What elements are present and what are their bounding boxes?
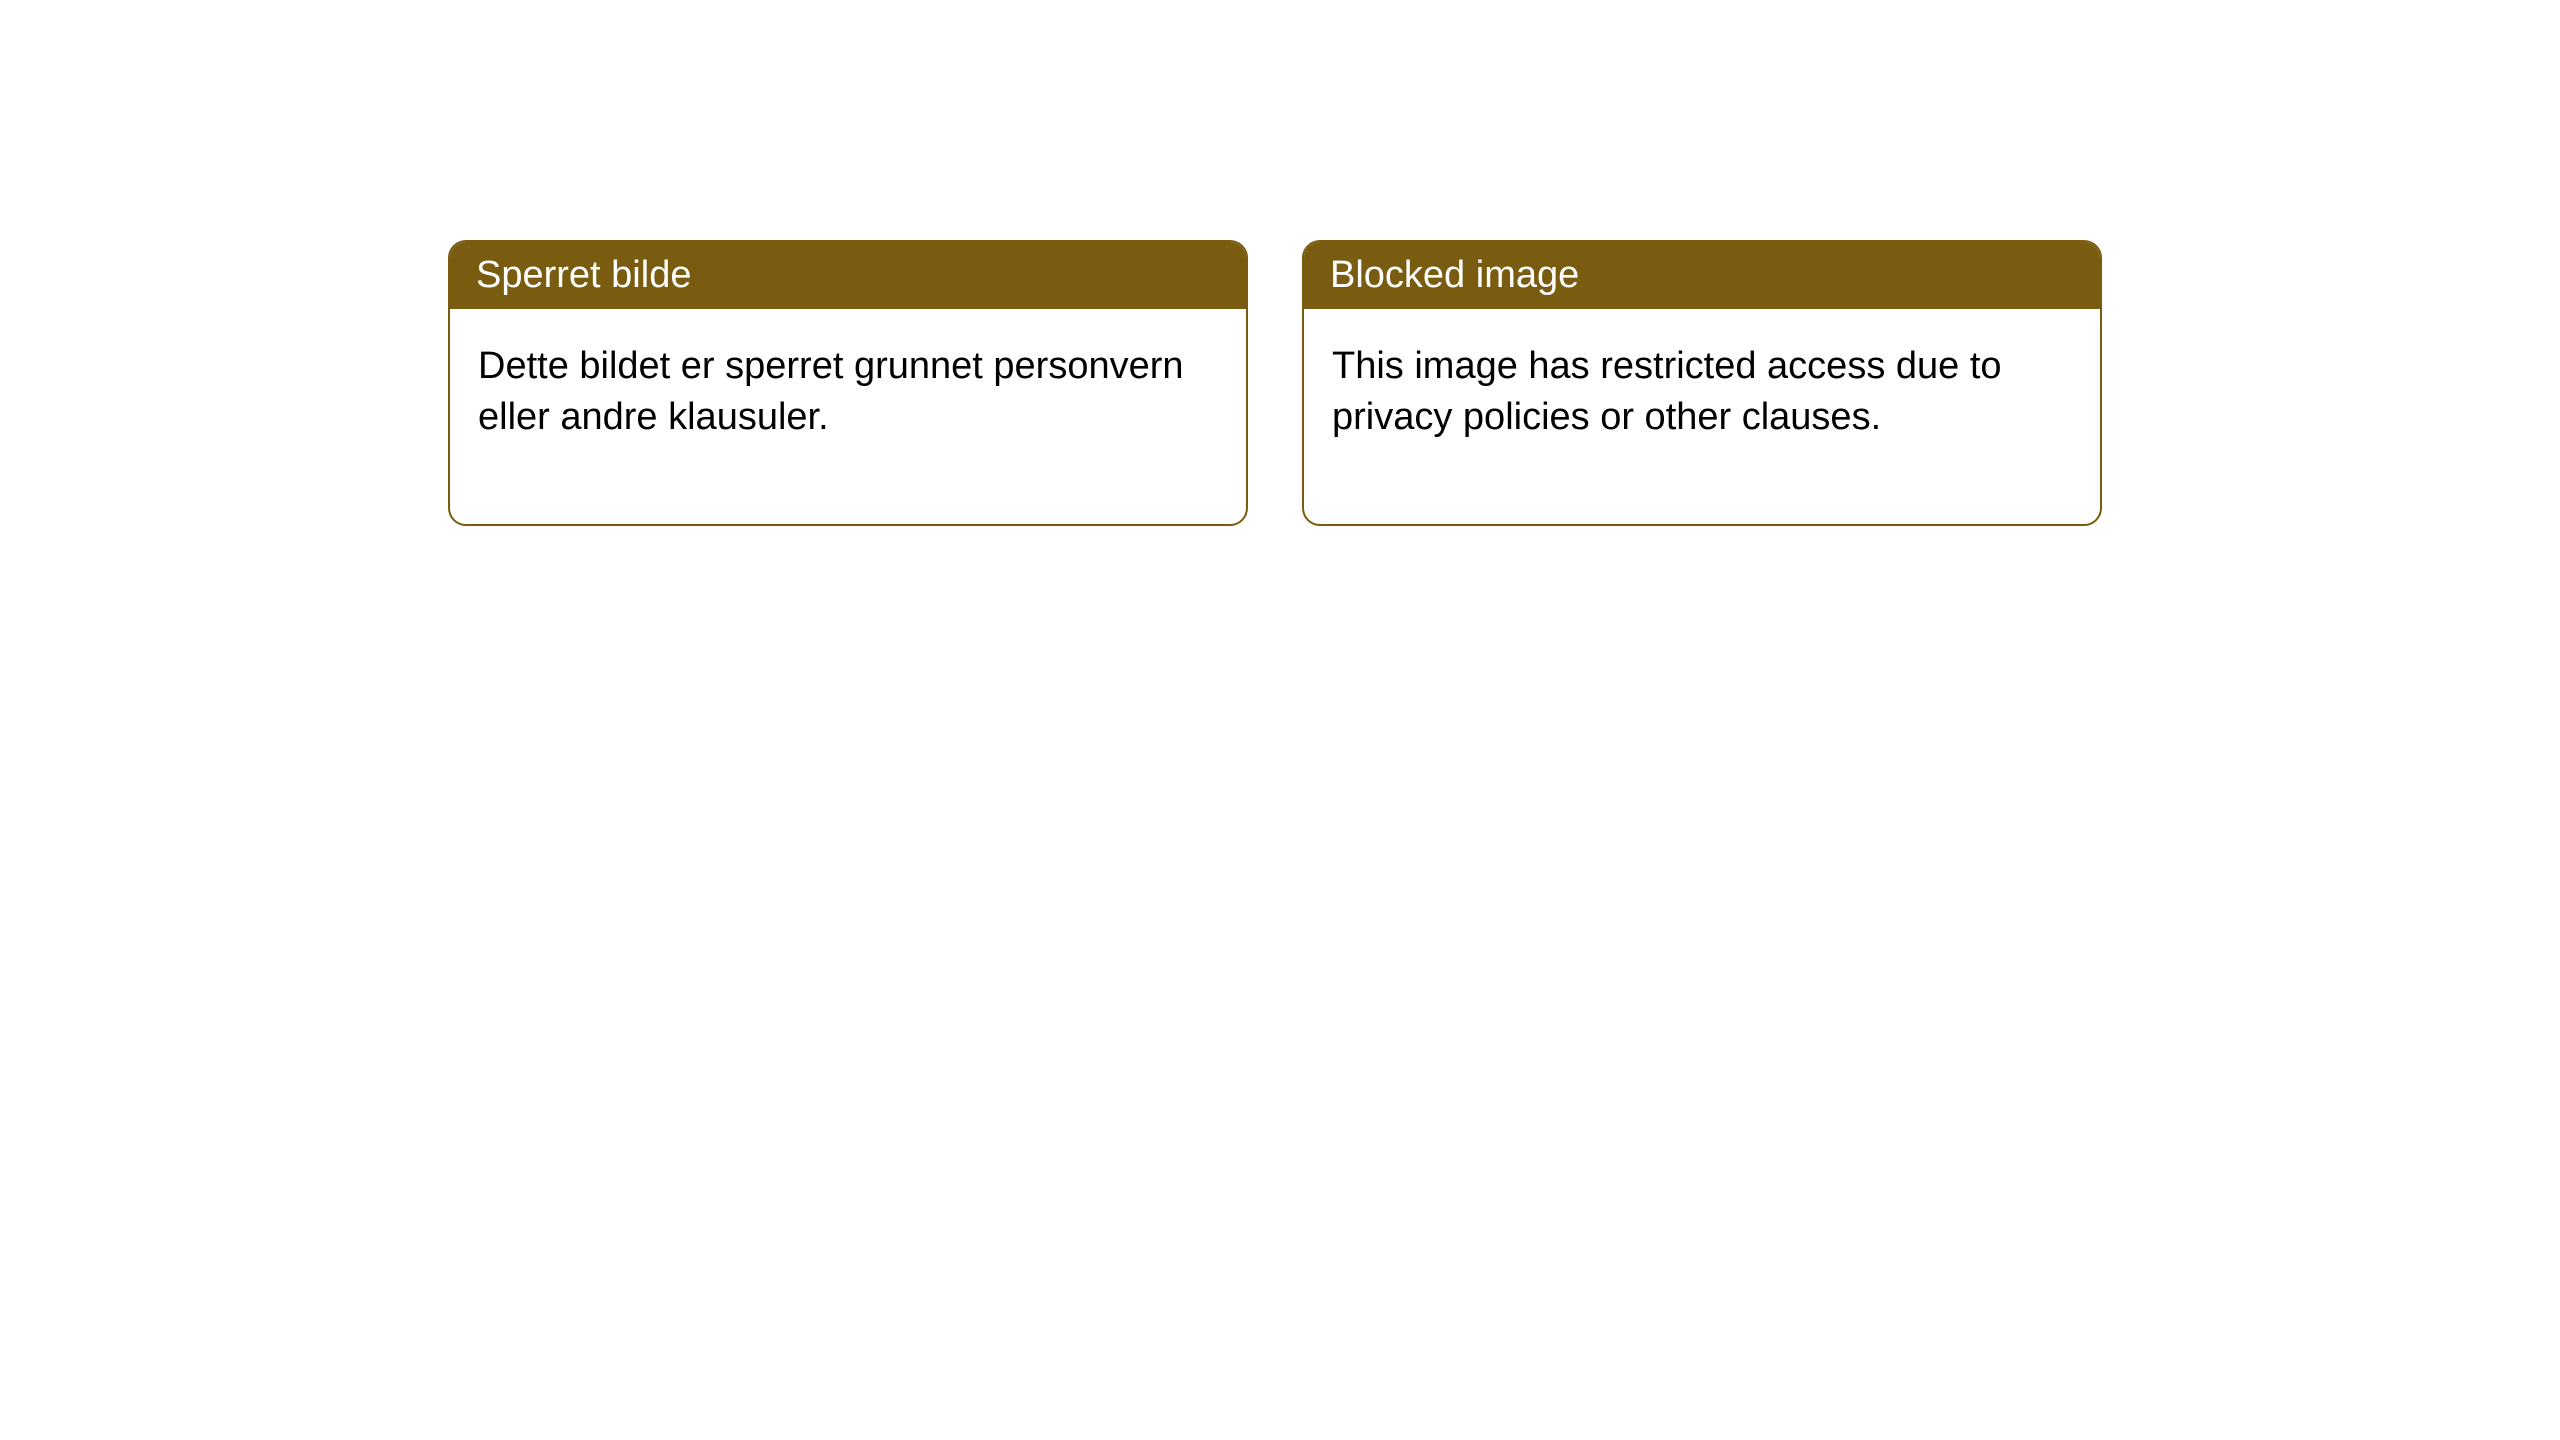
notice-container: Sperret bilde Dette bildet er sperret gr… <box>0 0 2560 526</box>
card-text: Dette bildet er sperret grunnet personve… <box>478 345 1184 438</box>
notice-card-norwegian: Sperret bilde Dette bildet er sperret gr… <box>448 240 1248 526</box>
card-text: This image has restricted access due to … <box>1332 345 2002 438</box>
card-body: Dette bildet er sperret grunnet personve… <box>450 309 1246 524</box>
notice-card-english: Blocked image This image has restricted … <box>1302 240 2102 526</box>
card-body: This image has restricted access due to … <box>1304 309 2100 524</box>
card-title: Sperret bilde <box>476 254 691 296</box>
card-header: Sperret bilde <box>450 242 1246 309</box>
card-header: Blocked image <box>1304 242 2100 309</box>
card-title: Blocked image <box>1330 254 1579 296</box>
